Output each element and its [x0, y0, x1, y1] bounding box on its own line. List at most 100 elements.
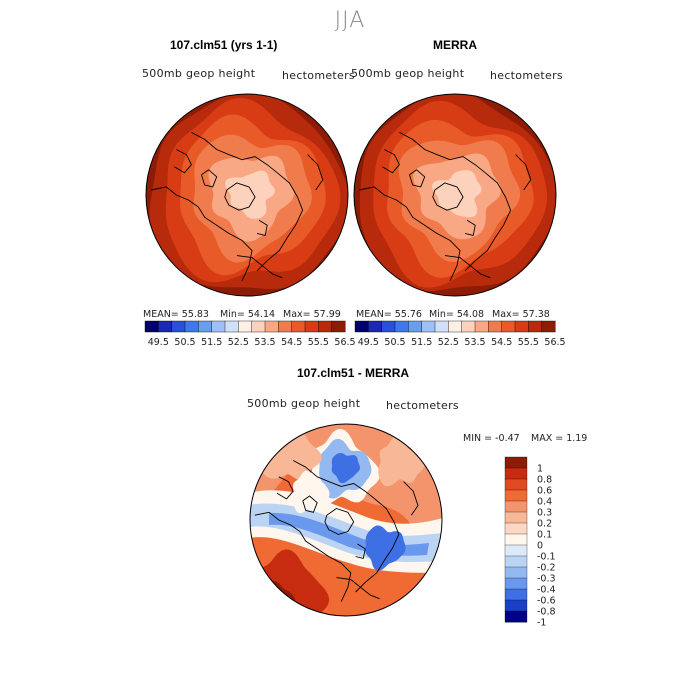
colorbar-tick-label: 52.5 — [228, 337, 249, 348]
colorbar-swatch — [541, 320, 556, 333]
colorbar-swatch — [184, 320, 199, 333]
colorbar-swatch — [144, 320, 159, 333]
colorbar-swatch — [211, 320, 226, 333]
colorbar-swatch — [304, 320, 319, 333]
colorbar-tick-label: 51.5 — [201, 337, 222, 348]
colorbar-swatch — [528, 320, 543, 333]
colorbar-tick-label: 53.5 — [254, 337, 275, 348]
panel3-title: 107.clm51 - MERRA — [297, 366, 410, 380]
panel1-min: Min= 54.14 — [220, 309, 276, 320]
colorbar-tick-label: 0.8 — [537, 475, 552, 486]
colorbar-swatch — [251, 320, 266, 333]
panel1-polar-map — [145, 93, 349, 297]
colorbar-tick-label: 54.5 — [281, 337, 302, 348]
panel1-units-label: hectometers — [282, 69, 355, 82]
colorbar-swatch — [504, 588, 528, 601]
colorbar-tick-label: 49.5 — [358, 337, 379, 348]
colorbar-tick-label: 55.5 — [308, 337, 329, 348]
panel1-mean: MEAN= 55.83 — [143, 309, 209, 320]
colorbar-swatch — [461, 320, 476, 333]
panel2-mean: MEAN= 55.76 — [356, 309, 422, 320]
colorbar-tick-label: 49.5 — [148, 337, 169, 348]
colorbar-tick-label: 56.5 — [544, 337, 565, 348]
colorbar-swatch — [514, 320, 529, 333]
colorbar-tick-label: 0.3 — [537, 508, 552, 519]
colorbar-tick-label: 50.5 — [174, 337, 195, 348]
colorbar-tick-label: -0.3 — [537, 574, 556, 585]
panel2-min: Min= 54.08 — [429, 309, 485, 320]
colorbar-tick-label: 52.5 — [438, 337, 459, 348]
colorbar-swatch — [381, 320, 396, 333]
colorbar-tick-label: -0.4 — [537, 585, 556, 596]
colorbar-tick-label: 0.4 — [537, 497, 552, 508]
panel2-max: Max= 57.38 — [492, 309, 550, 320]
colorbar-tick-label: 0 — [537, 541, 543, 552]
colorbar-swatch — [238, 320, 253, 333]
panel3-colorbar: 10.80.60.40.30.20.10-0.1-0.2-0.3-0.4-0.6… — [504, 456, 556, 629]
panel3-units-label: hectometers — [386, 399, 459, 412]
colorbar-swatch — [368, 320, 383, 333]
panel2-title: MERRA — [433, 38, 477, 52]
colorbar-swatch — [408, 320, 423, 333]
colorbar-tick-label: 50.5 — [384, 337, 405, 348]
panel3-max: MAX = 1.19 — [531, 433, 588, 444]
panel2-colorbar: 49.5 50.5 51.5 52.5 53.5 54.5 55.5 56.5 — [354, 320, 566, 348]
colorbar-swatch — [474, 320, 489, 333]
colorbar-tick-label: 56.5 — [334, 337, 355, 348]
colorbar-tick-label: 0.6 — [537, 486, 552, 497]
colorbar-swatch — [488, 320, 503, 333]
colorbar-swatch — [504, 566, 528, 579]
colorbar-swatch — [504, 467, 528, 480]
colorbar-tick-label: 0.2 — [537, 519, 552, 530]
colorbar-tick-label: -0.8 — [537, 607, 556, 618]
colorbar-swatch — [504, 500, 528, 513]
panel1-title: 107.clm51 (yrs 1-1) — [170, 38, 278, 52]
colorbar-swatch — [158, 320, 173, 333]
colorbar-swatch — [318, 320, 333, 333]
colorbar-swatch — [421, 320, 436, 333]
panel1-variable-label: 500mb geop height — [142, 67, 256, 80]
panel3-min: MIN = -0.47 — [463, 433, 520, 444]
colorbar-tick-label: 55.5 — [518, 337, 539, 348]
colorbar-swatch — [224, 320, 239, 333]
colorbar-swatch — [504, 555, 528, 568]
colorbar-swatch — [504, 599, 528, 612]
colorbar-swatch — [354, 320, 369, 333]
panel2-units-label: hectometers — [490, 69, 563, 82]
colorbar-swatch — [504, 511, 528, 524]
panel1-max: Max= 57.99 — [283, 309, 341, 320]
colorbar-swatch — [434, 320, 449, 333]
panel2-polar-map — [353, 93, 557, 297]
panel2-variable-label: 500mb geop height — [351, 67, 465, 80]
colorbar-tick-label: 53.5 — [464, 337, 485, 348]
colorbar-swatch — [501, 320, 516, 333]
colorbar-swatch — [504, 478, 528, 491]
colorbar-swatch — [504, 533, 528, 546]
colorbar-tick-label: -0.1 — [537, 552, 556, 563]
colorbar-swatch — [504, 544, 528, 557]
colorbar-swatch — [504, 489, 528, 502]
colorbar-swatch — [448, 320, 463, 333]
colorbar-swatch — [504, 610, 528, 623]
colorbar-tick-label: 54.5 — [491, 337, 512, 348]
colorbar-swatch — [394, 320, 409, 333]
colorbar-swatch — [504, 456, 528, 469]
colorbar-swatch — [504, 522, 528, 535]
panel3-polar-map — [249, 423, 443, 617]
colorbar-tick-label: 0.1 — [537, 530, 552, 541]
panel3-variable-label: 500mb geop height — [247, 397, 361, 410]
colorbar-swatch — [264, 320, 279, 333]
colorbar-swatch — [291, 320, 306, 333]
colorbar-swatch — [198, 320, 213, 333]
colorbar-tick-label: -0.6 — [537, 596, 556, 607]
colorbar-swatch — [504, 577, 528, 590]
colorbar-tick-label: 51.5 — [411, 337, 432, 348]
colorbar-swatch — [331, 320, 346, 333]
colorbar-swatch — [278, 320, 293, 333]
panel1-colorbar: 49.5 50.5 51.5 52.5 53.5 54.5 55.5 56.5 — [144, 320, 356, 348]
colorbar-tick-label: 1 — [537, 464, 543, 475]
colorbar-tick-label: -0.2 — [537, 563, 556, 574]
season-title: JJA — [334, 8, 366, 33]
colorbar-tick-label: -1 — [537, 618, 546, 629]
colorbar-swatch — [171, 320, 186, 333]
